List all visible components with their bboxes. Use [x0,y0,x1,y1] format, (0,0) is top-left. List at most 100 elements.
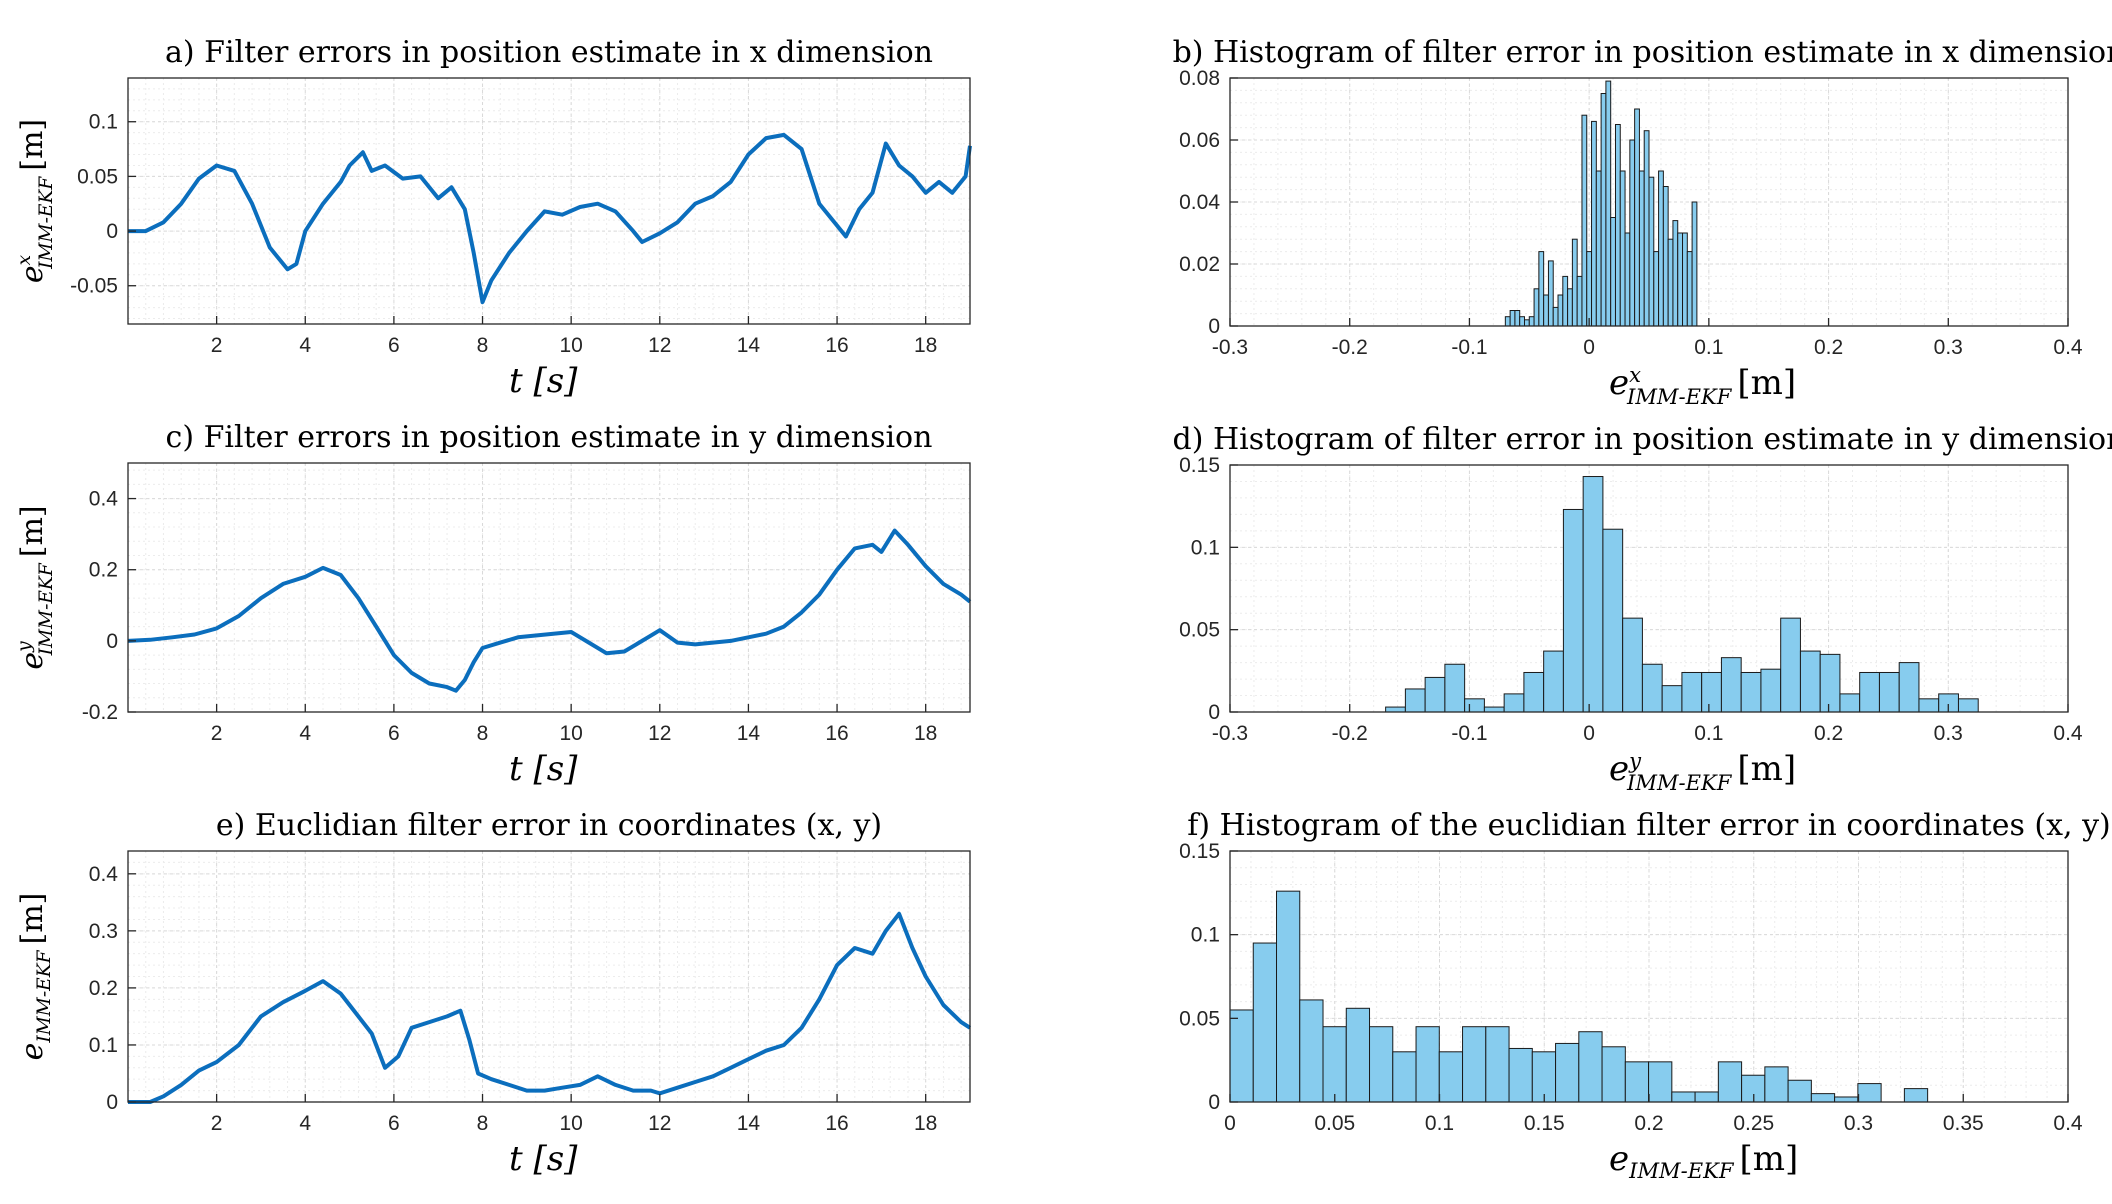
x-tick-label: 14 [737,1112,761,1135]
histogram-bar [1661,685,1683,713]
histogram-bar [1528,316,1535,327]
histogram-bar [1691,201,1698,327]
histogram-bar [1839,693,1861,713]
histogram-bar [1605,80,1612,327]
histogram-bar [1619,170,1626,327]
grid [127,463,970,713]
histogram-bar [1571,238,1578,327]
x-tick-label: 6 [388,334,400,357]
y-tick-label: 0.1 [1191,536,1220,559]
y-tick-label: 0.05 [1179,1007,1220,1030]
histogram-bar [1229,1009,1254,1103]
x-tick-label: 0.35 [1943,1112,1984,1135]
x-tick-label: 0.05 [1314,1112,1355,1135]
x-tick-label: -0.1 [1451,336,1487,359]
x-tick-label: 14 [737,334,761,357]
histogram-bar [1595,170,1602,327]
panel-b: -0.3 -0.2 -0.1 0 0.1 0.2 0.3 0.4 0 0.02 0.04 0.06 0.… [1173,35,2112,409]
histogram-bar [1898,662,1920,713]
histogram-bar [1682,232,1688,327]
x-tick-label: 0.2 [1814,722,1843,745]
histogram-bar [1903,1088,1929,1103]
panel-a: 2 4 6 8 10 12 14 16 18 -0.05 0 0.05 0.1 a) Filter err… [14,35,972,401]
histogram-bar [1677,232,1684,327]
histogram-bar [1591,120,1597,327]
chart-title: e) Euclidian filter error in coordinates… [216,808,882,843]
panel-f: 0 0.05 0.1 0.15 0.2 0.25 0.3 0.35 0.4 0 0.05 0.1 0.1… [1179,808,2111,1183]
panel-d: -0.3 -0.2 -0.1 0 0.1 0.2 0.3 0.4 0 0.05 0.1 0.15d) … [1173,422,2112,795]
histogram-bar [1533,288,1540,327]
histogram-bar [1322,1026,1347,1103]
x-tick-label: 10 [559,1112,582,1135]
histogram-bar [1562,508,1584,713]
x-tick-label: 16 [825,1112,848,1135]
histogram-bar [1694,1091,1719,1103]
histogram-bar [1672,220,1679,327]
x-tick-label: 0.1 [1425,1112,1454,1135]
histogram-bar [1514,310,1521,327]
histogram-bar [1557,294,1564,327]
y-axis-label: exIMM-EKF[m] [14,119,57,283]
x-tick-label: 0.15 [1524,1112,1565,1135]
y-tick-label: 0 [106,630,118,653]
histogram-bar [1641,663,1663,713]
x-tick-label: 0.3 [1934,722,1963,745]
axes-frame [127,850,971,1103]
x-tick-label: 6 [388,1112,400,1135]
histogram-bar [1600,93,1607,327]
x-tick-label: 4 [299,722,311,745]
histogram-bar [1578,1031,1603,1103]
x-tick-label: 8 [477,722,489,745]
y-tick-label: 0 [1208,1091,1220,1114]
histogram-bar [1252,942,1278,1103]
x-tick-label: 0.3 [1934,336,1963,359]
y-tick-label: 0.1 [89,1034,118,1057]
histogram-bar [1552,306,1559,327]
histogram-bar [1878,671,1900,713]
y-tick-label: 0.2 [89,977,118,1000]
panel-c: 2 4 6 8 10 12 14 16 18 -0.2 0 0.2 0.4 c) Filter error… [14,420,972,789]
x-tick-label: -0.3 [1212,722,1248,745]
histogram-bar [1648,176,1655,327]
histogram-bar [1543,294,1549,327]
y-tick-label: 0.1 [89,111,118,134]
x-tick-label: 18 [914,1112,937,1135]
histogram-bar [1667,238,1674,327]
histogram-bar [1780,617,1801,713]
x-tick-label: 2 [211,1112,223,1135]
x-axis-label: ey IMM-EKF [m] [1609,748,1796,795]
y-tick-label: 0.02 [1179,253,1220,276]
histogram-bar [1810,1093,1836,1103]
histogram-bar [1662,186,1669,327]
histogram-bar [1648,1061,1673,1103]
histogram-bar [1601,1046,1626,1103]
x-tick-label: 4 [299,334,311,357]
y-tick-label: 0.3 [89,920,118,943]
histogram-bar [1581,114,1588,327]
x-tick-label: 0.25 [1733,1112,1774,1135]
x-tick-label: 16 [825,722,848,745]
x-tick-label: 0.4 [2053,722,2083,745]
histogram-bar [1404,688,1426,713]
histogram-bar [1508,1047,1533,1103]
x-tick-label: 0.4 [2053,336,2083,359]
histogram-bar [1717,1061,1743,1103]
histogram-bar [1562,275,1569,327]
x-tick-label: 0.2 [1814,336,1843,359]
histogram-bar [1385,706,1406,713]
histogram-bar [1415,1026,1440,1103]
x-tick-label: -0.2 [1332,722,1368,745]
x-tick-label: 2 [211,334,223,357]
histogram-bar [1509,310,1516,327]
histogram-bar [1464,698,1485,713]
histogram-bar [1624,232,1631,327]
histogram-bar [1740,671,1762,713]
histogram-bar [1538,251,1545,327]
histogram-bar [1345,1007,1371,1103]
y-tick-label: 0 [106,220,118,243]
histogram-bar [1576,275,1583,327]
histogram-bar [1653,251,1660,327]
histogram-bar [1504,316,1511,327]
x-tick-label: 0.1 [1694,336,1723,359]
